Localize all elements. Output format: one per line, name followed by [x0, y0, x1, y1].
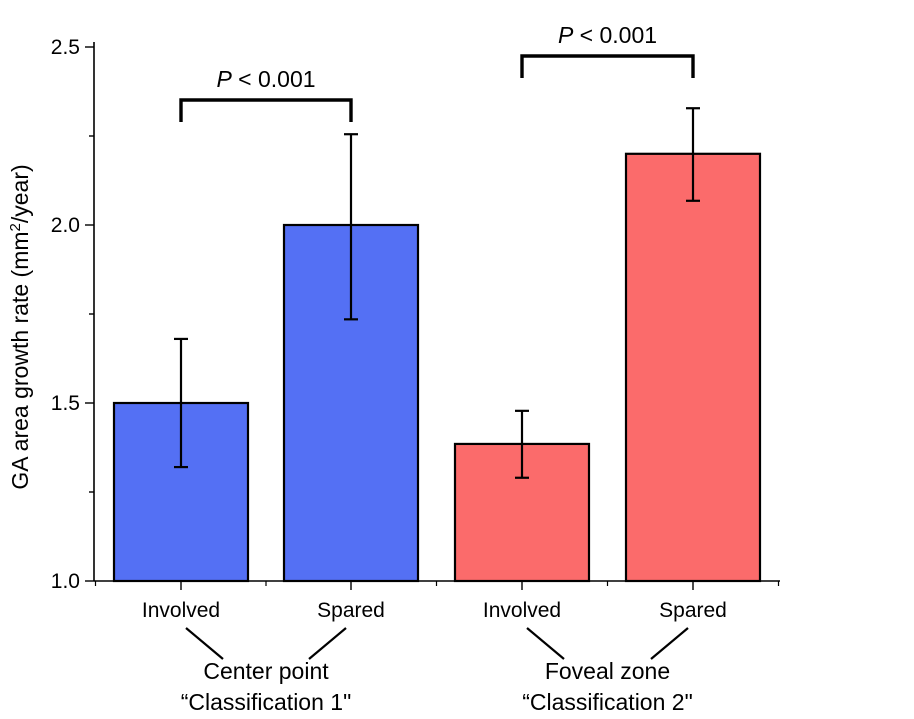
- chart-bars: [112, 152, 762, 583]
- y-tick-label: 1.0: [51, 570, 80, 593]
- group-label-line1: Center point: [203, 658, 329, 684]
- error-bar-4: [686, 107, 700, 202]
- bracket-line: [520, 54, 695, 78]
- error-bar-3: [515, 409, 529, 479]
- bar-1: [112, 401, 250, 583]
- group-label-line2: “Classification 1": [181, 689, 352, 715]
- x-tick-label: Spared: [659, 599, 727, 622]
- error-bar-2: [344, 133, 358, 321]
- x-tick-label: Spared: [317, 599, 385, 622]
- error-bars: [174, 107, 700, 479]
- p-value-label: P < 0.001: [216, 66, 315, 92]
- y-axis-label: GA area growth rate (mm2/year): [7, 164, 33, 489]
- y-tick-label: 2.0: [51, 214, 80, 237]
- significance-bracket-2: P < 0.001: [520, 22, 695, 78]
- group-connector-right: [308, 627, 347, 660]
- error-bar-1: [174, 337, 188, 469]
- group-connector-right: [650, 627, 689, 660]
- significance-bracket-1: P < 0.001: [179, 66, 353, 122]
- group-connector-left: [526, 627, 565, 660]
- group-label-line2: “Classification 2": [522, 689, 693, 715]
- group-connector-left: [185, 627, 224, 660]
- x-tick-label: Involved: [483, 599, 561, 622]
- bracket-line: [179, 98, 353, 122]
- x-tick-labels: Involved Spared Involved Spared: [142, 599, 727, 622]
- x-tick-label: Involved: [142, 599, 220, 622]
- group-label-2: Foveal zone “Classification 2": [522, 627, 693, 715]
- group-label-line1: Foveal zone: [545, 658, 670, 684]
- y-tick-label: 1.5: [51, 392, 80, 415]
- p-value-label: P < 0.001: [558, 22, 657, 48]
- y-tick-label: 2.5: [51, 36, 80, 59]
- group-label-1: Center point “Classification 1": [181, 627, 352, 715]
- group-labels: Center point “Classification 1" Foveal zon…: [181, 627, 693, 715]
- significance-annotations: P < 0.001 P < 0.001: [179, 22, 695, 122]
- bar-4: [624, 152, 762, 583]
